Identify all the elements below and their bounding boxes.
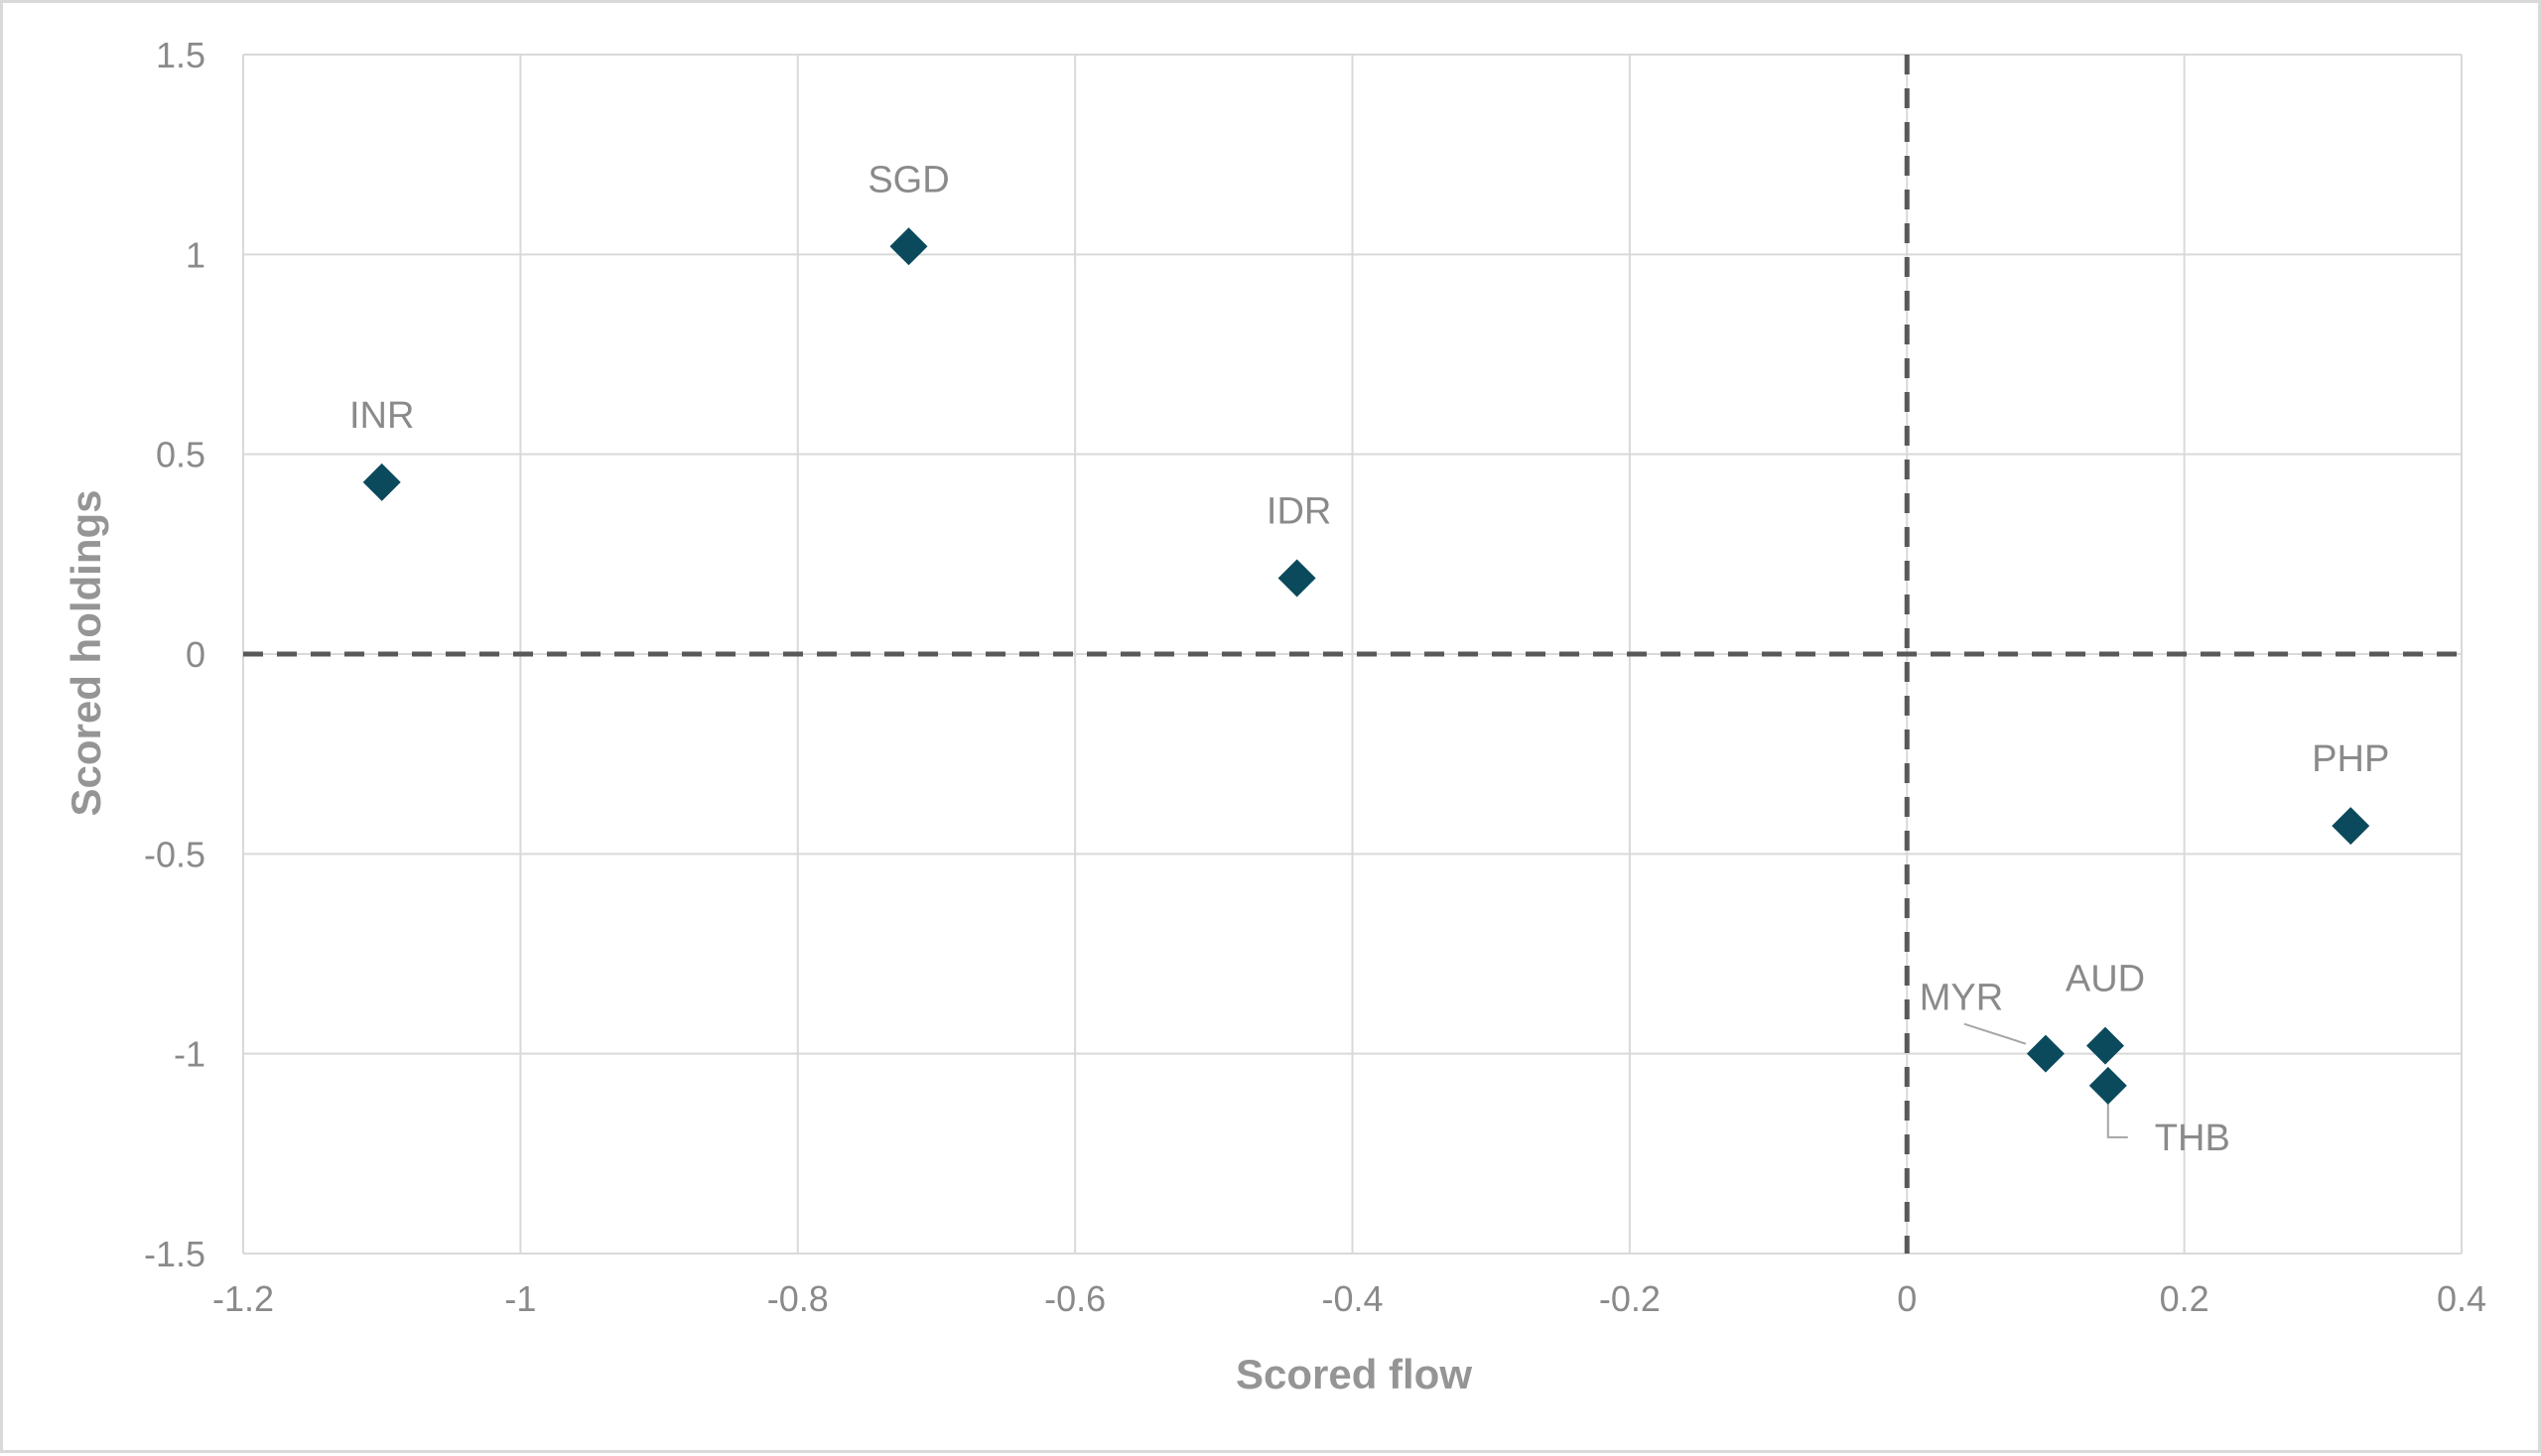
x-tick-label: -0.6 (1044, 1278, 1106, 1319)
data-point-inr (362, 463, 401, 501)
x-tick-label: -1 (504, 1278, 536, 1319)
x-axis-title: Scored flow (1236, 1351, 1472, 1397)
x-tick-label: -0.8 (767, 1278, 829, 1319)
point-label-inr: INR (349, 395, 414, 437)
y-tick-label: -1.5 (144, 1234, 205, 1274)
leader-line-thb (2106, 1097, 2128, 1138)
y-tick-label: -0.5 (144, 834, 205, 874)
tick-labels: -1.2 -1 -0.8 -0.6 -0.4 -0.2 0 0.2 0.4 1.5 1 0.5 0 -0.… (144, 35, 2486, 1319)
y-tick-label: 1.5 (156, 35, 205, 75)
x-tick-label: -1.2 (212, 1278, 274, 1319)
data-point-aud (2086, 1026, 2125, 1065)
point-label-idr: IDR (1267, 490, 1331, 532)
point-labels: INR SGD IDR PHP MYR AUD THB (349, 159, 2389, 1159)
point-label-myr: MYR (1920, 978, 2003, 1019)
y-axis-title: Scored holdings (63, 489, 109, 816)
data-point-sgd (889, 227, 928, 266)
point-label-thb: THB (2155, 1118, 2230, 1159)
data-point-idr (1277, 559, 1316, 597)
x-tick-label: -0.4 (1321, 1278, 1383, 1319)
y-tick-label: -1 (174, 1034, 205, 1075)
x-tick-label: 0.4 (2437, 1278, 2486, 1319)
data-point-thb (2088, 1066, 2127, 1105)
y-tick-label: 0 (186, 634, 205, 675)
point-label-sgd: SGD (868, 159, 949, 200)
grid (242, 54, 2463, 1255)
data-points (362, 227, 2370, 1105)
x-tick-label: 0 (1897, 1278, 1917, 1319)
data-point-myr (2026, 1034, 2065, 1073)
y-tick-label: 1 (186, 234, 205, 275)
scatter-chart: -1.2 -1 -0.8 -0.6 -0.4 -0.2 0 0.2 0.4 1.5 1 0.5 0 -0.… (63, 35, 2486, 1397)
leader-line-myr (1963, 1022, 2027, 1045)
leader-lines (1963, 1022, 2128, 1138)
point-label-aud: AUD (2066, 959, 2145, 1000)
data-point-php (2332, 807, 2370, 846)
y-tick-label: 0.5 (156, 435, 205, 475)
x-tick-label: -0.2 (1599, 1278, 1661, 1319)
x-tick-label: 0.2 (2160, 1278, 2209, 1319)
point-label-php: PHP (2312, 738, 2389, 780)
